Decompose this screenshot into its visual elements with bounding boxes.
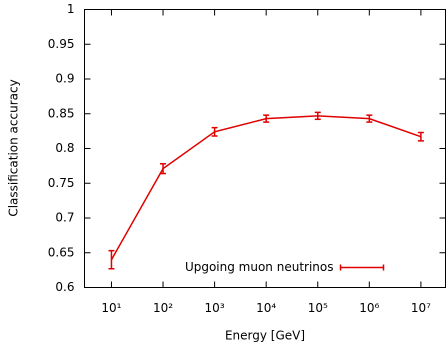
y-tick-label: 0.75	[48, 176, 75, 190]
legend-swatch	[339, 264, 385, 271]
x-tick-label: 10¹	[101, 301, 121, 315]
error-bar	[263, 114, 270, 123]
plot-frame	[84, 9, 446, 288]
y-tick-label: 0.9	[55, 72, 74, 86]
y-axis-label: Classification accuracy	[7, 79, 21, 216]
legend-label: Upgoing muon neutrinos	[185, 260, 334, 274]
x-tick-label: 10²	[153, 301, 173, 315]
x-tick-label: 10³	[205, 301, 225, 315]
y-tick-label: 0.85	[48, 106, 75, 120]
x-tick-label: 10⁵	[308, 301, 328, 315]
error-bar	[417, 131, 424, 142]
x-tick-label: 10⁴	[256, 301, 276, 315]
y-tick-label: 0.65	[48, 245, 75, 259]
y-tick-label: 0.8	[55, 141, 74, 155]
y-tick-label: 0.7	[55, 211, 74, 225]
series-line	[110, 115, 422, 261]
y-tick-label: 0.6	[55, 280, 74, 294]
x-tick-label: 10⁷	[411, 301, 431, 315]
x-tick-label: 10⁶	[359, 301, 379, 315]
y-tick-label: 0.95	[48, 37, 75, 51]
error-bar	[108, 249, 115, 270]
error-bar	[366, 114, 373, 123]
error-bar	[314, 111, 321, 121]
x-axis-label: Energy [GeV]	[225, 329, 305, 343]
error-bar	[211, 126, 218, 137]
y-tick-label: 1	[67, 2, 75, 16]
error-bar	[160, 163, 167, 175]
